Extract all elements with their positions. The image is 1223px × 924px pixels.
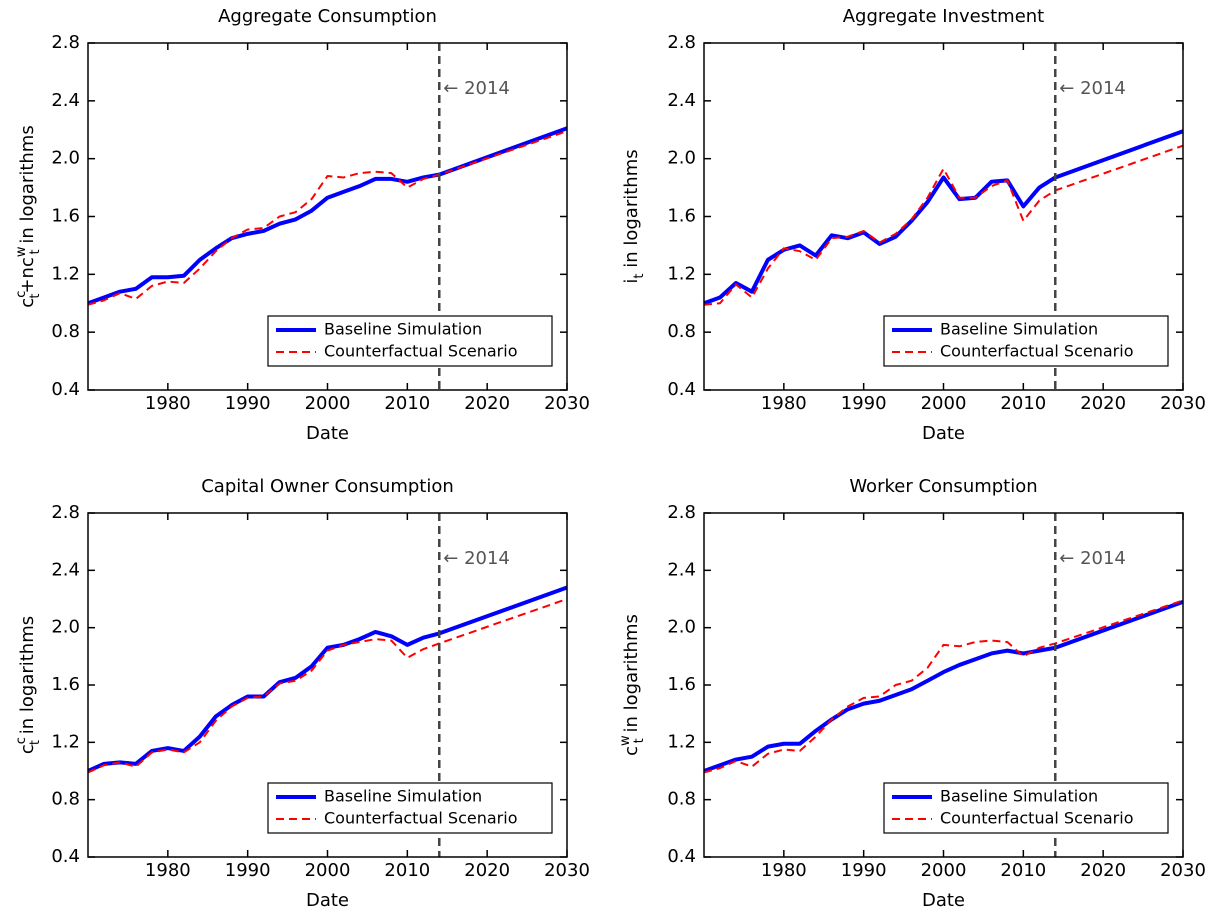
y-tick-label: 2.8 bbox=[51, 32, 80, 53]
x-axis-label: Date bbox=[306, 890, 349, 911]
annotation: ← 2014 bbox=[443, 548, 510, 569]
y-tick-label: 0.8 bbox=[667, 321, 696, 342]
x-tick-label: 2020 bbox=[1080, 860, 1126, 881]
legend-label: Counterfactual Scenario bbox=[324, 809, 517, 828]
plot-frame bbox=[703, 42, 1184, 391]
x-tick-label: 1980 bbox=[145, 860, 191, 881]
legend-label: Counterfactual Scenario bbox=[324, 342, 517, 361]
y-tick-label: 1.2 bbox=[51, 731, 80, 752]
annotation: ← 2014 bbox=[1059, 548, 1126, 569]
x-tick-label: 2010 bbox=[384, 860, 430, 881]
y-tick-label: 2.4 bbox=[667, 559, 696, 580]
x-tick-label: 2010 bbox=[1000, 393, 1046, 414]
y-tick-label: 1.6 bbox=[51, 674, 80, 695]
x-tick-label: 2000 bbox=[921, 393, 967, 414]
series-line bbox=[87, 126, 568, 306]
y-tick-label: 0.8 bbox=[667, 789, 696, 810]
legend-label: Baseline Simulation bbox=[324, 320, 482, 339]
y-tick-label: 0.4 bbox=[667, 379, 696, 400]
y-axis-label: cct​+ncwt​ in logarithms bbox=[14, 125, 43, 307]
x-tick-label: 2030 bbox=[1160, 860, 1206, 881]
x-tick-label: 1990 bbox=[225, 393, 271, 414]
y-axis-label: cct​ in logarithms bbox=[14, 616, 43, 754]
x-tick-label: 1980 bbox=[761, 393, 807, 414]
y-tick-label: 0.4 bbox=[51, 846, 80, 867]
series-line bbox=[703, 599, 1184, 774]
subplot: Worker Consumption Date cwt​ in logarithms… bbox=[618, 476, 1206, 911]
x-tick-label: 1980 bbox=[761, 860, 807, 881]
x-axis-label: Date bbox=[922, 423, 965, 444]
series-line bbox=[87, 598, 568, 774]
x-tick-label: 2020 bbox=[464, 393, 510, 414]
subplot: Capital Owner Consumption Date cct​ in log… bbox=[14, 476, 590, 911]
y-tick-label: 2.0 bbox=[51, 617, 80, 638]
y-tick-label: 2.4 bbox=[51, 90, 80, 111]
annotation: ← 2014 bbox=[443, 78, 510, 99]
legend-label: Baseline Simulation bbox=[940, 787, 1098, 806]
annotation: ← 2014 bbox=[1059, 78, 1126, 99]
y-axis-label: cwt​ in logarithms bbox=[618, 614, 647, 756]
y-tick-label: 2.8 bbox=[51, 502, 80, 523]
x-tick-label: 1980 bbox=[145, 393, 191, 414]
subplot-title: Capital Owner Consumption bbox=[201, 476, 454, 497]
subplot: Aggregate Investment Date it​ in logarithm… bbox=[621, 6, 1206, 444]
x-tick-label: 2000 bbox=[305, 860, 351, 881]
y-tick-label: 1.2 bbox=[51, 263, 80, 284]
y-tick-label: 1.2 bbox=[667, 731, 696, 752]
legend-box bbox=[267, 782, 553, 834]
y-tick-label: 2.4 bbox=[667, 90, 696, 111]
legend-box bbox=[267, 315, 553, 367]
legend-box bbox=[883, 315, 1169, 367]
subplot-title: Aggregate Investment bbox=[843, 6, 1045, 27]
y-axis-label: it​ in logarithms bbox=[621, 149, 647, 283]
y-tick-label: 2.0 bbox=[51, 148, 80, 169]
x-tick-label: 2010 bbox=[384, 393, 430, 414]
y-tick-label: 2.4 bbox=[51, 559, 80, 580]
plot-frame bbox=[87, 512, 568, 858]
subplot: Aggregate Consumption Date cct​+ncwt​ in l… bbox=[14, 6, 590, 444]
series-line bbox=[703, 144, 1184, 306]
subplot-title: Worker Consumption bbox=[849, 476, 1037, 497]
x-axis-label: Date bbox=[922, 890, 965, 911]
y-tick-label: 2.8 bbox=[667, 32, 696, 53]
x-tick-label: 2030 bbox=[544, 860, 590, 881]
plot-frame bbox=[703, 512, 1184, 858]
legend-label: Baseline Simulation bbox=[940, 320, 1098, 339]
plot-frame bbox=[87, 42, 568, 391]
y-tick-label: 0.4 bbox=[51, 379, 80, 400]
subplot-title: Aggregate Consumption bbox=[218, 6, 437, 27]
y-tick-label: 2.0 bbox=[667, 148, 696, 169]
y-tick-label: 1.2 bbox=[667, 263, 696, 284]
y-tick-label: 2.8 bbox=[667, 502, 696, 523]
x-tick-label: 2010 bbox=[1000, 860, 1046, 881]
legend-label: Counterfactual Scenario bbox=[940, 342, 1133, 361]
series-line bbox=[87, 130, 568, 306]
legend-box bbox=[883, 782, 1169, 834]
x-axis-label: Date bbox=[306, 423, 349, 444]
x-tick-label: 1990 bbox=[841, 860, 887, 881]
x-tick-label: 2030 bbox=[544, 393, 590, 414]
series-line bbox=[703, 129, 1184, 306]
x-tick-label: 1990 bbox=[841, 393, 887, 414]
x-tick-label: 2030 bbox=[1160, 393, 1206, 414]
series-line bbox=[703, 599, 1184, 773]
y-tick-label: 0.8 bbox=[51, 321, 80, 342]
y-tick-label: 1.6 bbox=[667, 674, 696, 695]
y-tick-label: 1.6 bbox=[51, 206, 80, 227]
y-tick-label: 0.4 bbox=[667, 846, 696, 867]
x-tick-label: 2000 bbox=[305, 393, 351, 414]
y-tick-label: 1.6 bbox=[667, 206, 696, 227]
x-tick-label: 2020 bbox=[464, 860, 510, 881]
x-tick-label: 2020 bbox=[1080, 393, 1126, 414]
legend-label: Baseline Simulation bbox=[324, 787, 482, 806]
x-tick-label: 2000 bbox=[921, 860, 967, 881]
series-line bbox=[87, 585, 568, 773]
y-tick-label: 0.8 bbox=[51, 789, 80, 810]
y-tick-label: 2.0 bbox=[667, 617, 696, 638]
x-tick-label: 1990 bbox=[225, 860, 271, 881]
legend-label: Counterfactual Scenario bbox=[940, 809, 1133, 828]
